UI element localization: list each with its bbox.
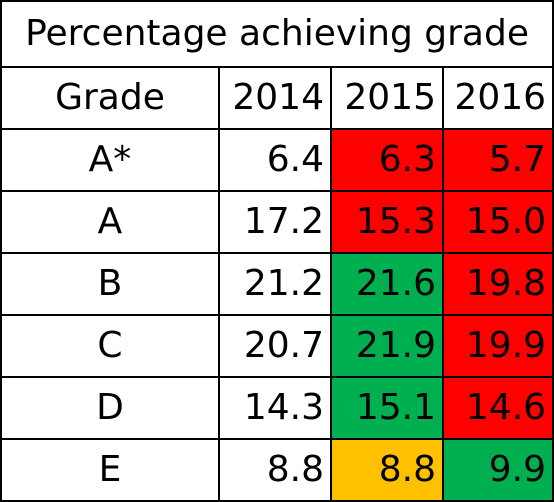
table-row: B 21.2 21.6 19.8 xyxy=(0,252,554,316)
grade-label: B xyxy=(0,252,220,316)
header-year-2014: 2014 xyxy=(218,66,332,130)
value-cell: 8.8 xyxy=(330,438,444,502)
table-row: D 14.3 15.1 14.6 xyxy=(0,376,554,440)
value-cell: 21.9 xyxy=(330,314,444,378)
value-cell: 8.8 xyxy=(218,438,332,502)
value-cell: 5.7 xyxy=(441,128,554,192)
value-cell: 17.2 xyxy=(218,190,332,254)
value-cell: 15.0 xyxy=(441,190,554,254)
value-cell: 9.9 xyxy=(441,438,554,502)
value-cell: 14.3 xyxy=(218,376,332,440)
table-title: Percentage achieving grade xyxy=(0,0,554,68)
table-row: C 20.7 21.9 19.9 xyxy=(0,314,554,378)
value-cell: 15.3 xyxy=(330,190,444,254)
grade-label: D xyxy=(0,376,220,440)
value-cell: 15.1 xyxy=(330,376,444,440)
value-cell: 14.6 xyxy=(441,376,554,440)
value-cell: 21.6 xyxy=(330,252,444,316)
grade-label: A* xyxy=(0,128,220,192)
value-cell: 6.3 xyxy=(330,128,444,192)
grade-label: E xyxy=(0,438,220,502)
value-cell: 6.4 xyxy=(218,128,332,192)
value-cell: 19.8 xyxy=(441,252,554,316)
grade-label: A xyxy=(0,190,220,254)
value-cell: 20.7 xyxy=(218,314,332,378)
grade-label: C xyxy=(0,314,220,378)
table-row: E 8.8 8.8 9.9 xyxy=(0,438,554,502)
value-cell: 21.2 xyxy=(218,252,332,316)
table-row: A 17.2 15.3 15.0 xyxy=(0,190,554,254)
header-year-2016: 2016 xyxy=(441,66,554,130)
header-year-2015: 2015 xyxy=(330,66,444,130)
title-row: Percentage achieving grade xyxy=(0,0,554,68)
header-grade: Grade xyxy=(0,66,220,130)
header-row: Grade 2014 2015 2016 xyxy=(0,66,554,130)
table-row: A* 6.4 6.3 5.7 xyxy=(0,128,554,192)
value-cell: 19.9 xyxy=(441,314,554,378)
